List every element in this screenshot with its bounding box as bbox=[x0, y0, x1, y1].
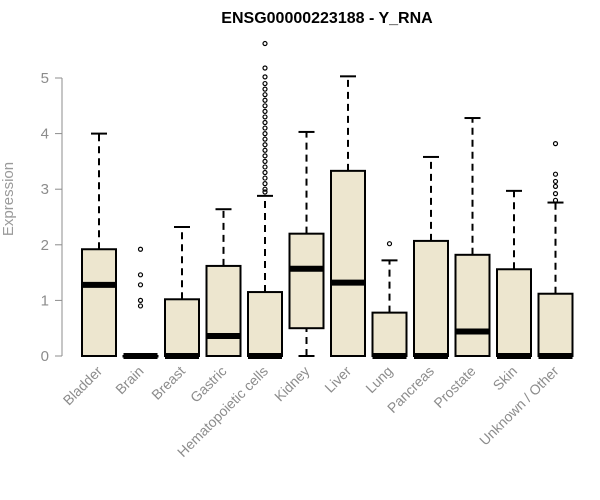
y-tick-label: 1 bbox=[41, 292, 49, 309]
outlier-point bbox=[262, 65, 268, 71]
box-prostate bbox=[454, 117, 491, 357]
x-tick-label: Prostate bbox=[430, 363, 478, 411]
outlier-point bbox=[262, 189, 268, 195]
outlier-point bbox=[137, 246, 144, 252]
box-hematopoietic-cells bbox=[247, 40, 283, 359]
outlier-point bbox=[552, 197, 559, 203]
y-tick-label: 3 bbox=[41, 181, 49, 198]
y-tick-label: 5 bbox=[41, 70, 49, 87]
y-axis: 0 1 2 3 4 5 bbox=[41, 70, 63, 365]
box-brain bbox=[122, 246, 159, 359]
outlier-point bbox=[262, 74, 268, 80]
y-tick-label: 2 bbox=[41, 237, 49, 254]
outlier-point bbox=[262, 181, 268, 187]
box-skin bbox=[496, 189, 532, 359]
x-tick-label: Brain bbox=[112, 363, 146, 397]
box-unknown-other bbox=[537, 141, 574, 359]
iqr-box bbox=[205, 264, 242, 358]
outlier-point bbox=[262, 92, 268, 98]
iqr-box bbox=[330, 169, 366, 357]
x-tick-label: Bladder bbox=[60, 363, 106, 409]
box-gastric bbox=[205, 208, 242, 358]
outlier-point bbox=[552, 178, 559, 185]
outlier-point bbox=[262, 164, 268, 170]
outlier-point bbox=[262, 153, 268, 159]
outlier-point bbox=[552, 183, 559, 190]
iqr-box bbox=[496, 268, 532, 358]
outlier-point bbox=[262, 175, 268, 181]
iqr-box bbox=[537, 292, 574, 357]
outlier-point bbox=[262, 97, 268, 103]
plot-area bbox=[81, 40, 574, 359]
outlier-point bbox=[137, 272, 144, 278]
outlier-point bbox=[262, 80, 268, 87]
x-tick-label: Kidney bbox=[271, 363, 313, 405]
outlier-point bbox=[262, 108, 268, 114]
outlier-point bbox=[137, 282, 144, 288]
outlier-point bbox=[262, 142, 268, 148]
iqr-box bbox=[288, 232, 325, 330]
y-tick-label: 0 bbox=[41, 348, 49, 365]
x-tick-label: Unknown / Other bbox=[476, 363, 562, 449]
outlier-point bbox=[262, 119, 268, 126]
chart-title: ENSG00000223188 - Y_RNA bbox=[221, 10, 433, 27]
outlier-point bbox=[262, 169, 268, 176]
outlier-point bbox=[262, 136, 268, 142]
box-kidney bbox=[288, 130, 325, 357]
x-tick-label: Breast bbox=[148, 363, 188, 403]
x-tick-label: Lung bbox=[362, 363, 395, 396]
outlier-point bbox=[552, 171, 559, 177]
outlier-point bbox=[552, 141, 559, 147]
box-lung bbox=[371, 241, 408, 359]
outlier-point bbox=[262, 40, 268, 47]
y-tick-label: 4 bbox=[41, 126, 49, 143]
y-axis-label: Expression bbox=[0, 162, 17, 236]
outlier-point bbox=[262, 103, 268, 109]
x-tick-label: Liver bbox=[321, 363, 354, 396]
outlier-point bbox=[262, 131, 268, 137]
outlier-point bbox=[262, 86, 268, 92]
outlier-point bbox=[262, 158, 268, 164]
x-tick-label: Skin bbox=[490, 363, 521, 394]
box-pancreas bbox=[413, 155, 449, 359]
iqr-box bbox=[81, 248, 117, 357]
box-bladder bbox=[81, 132, 117, 357]
iqr-box bbox=[164, 298, 200, 357]
iqr-box bbox=[413, 239, 449, 358]
outlier-point bbox=[137, 303, 144, 309]
box-breast bbox=[164, 226, 200, 359]
outlier-point bbox=[262, 186, 268, 192]
outlier-point bbox=[262, 147, 268, 153]
outlier-point bbox=[262, 125, 268, 131]
outlier-point bbox=[137, 297, 144, 303]
outlier-point bbox=[262, 114, 268, 120]
box-liver bbox=[330, 75, 366, 357]
outlier-point bbox=[386, 241, 393, 247]
outlier-point bbox=[552, 191, 559, 197]
iqr-box bbox=[247, 291, 283, 357]
iqr-box bbox=[454, 253, 491, 357]
iqr-box bbox=[371, 311, 408, 357]
